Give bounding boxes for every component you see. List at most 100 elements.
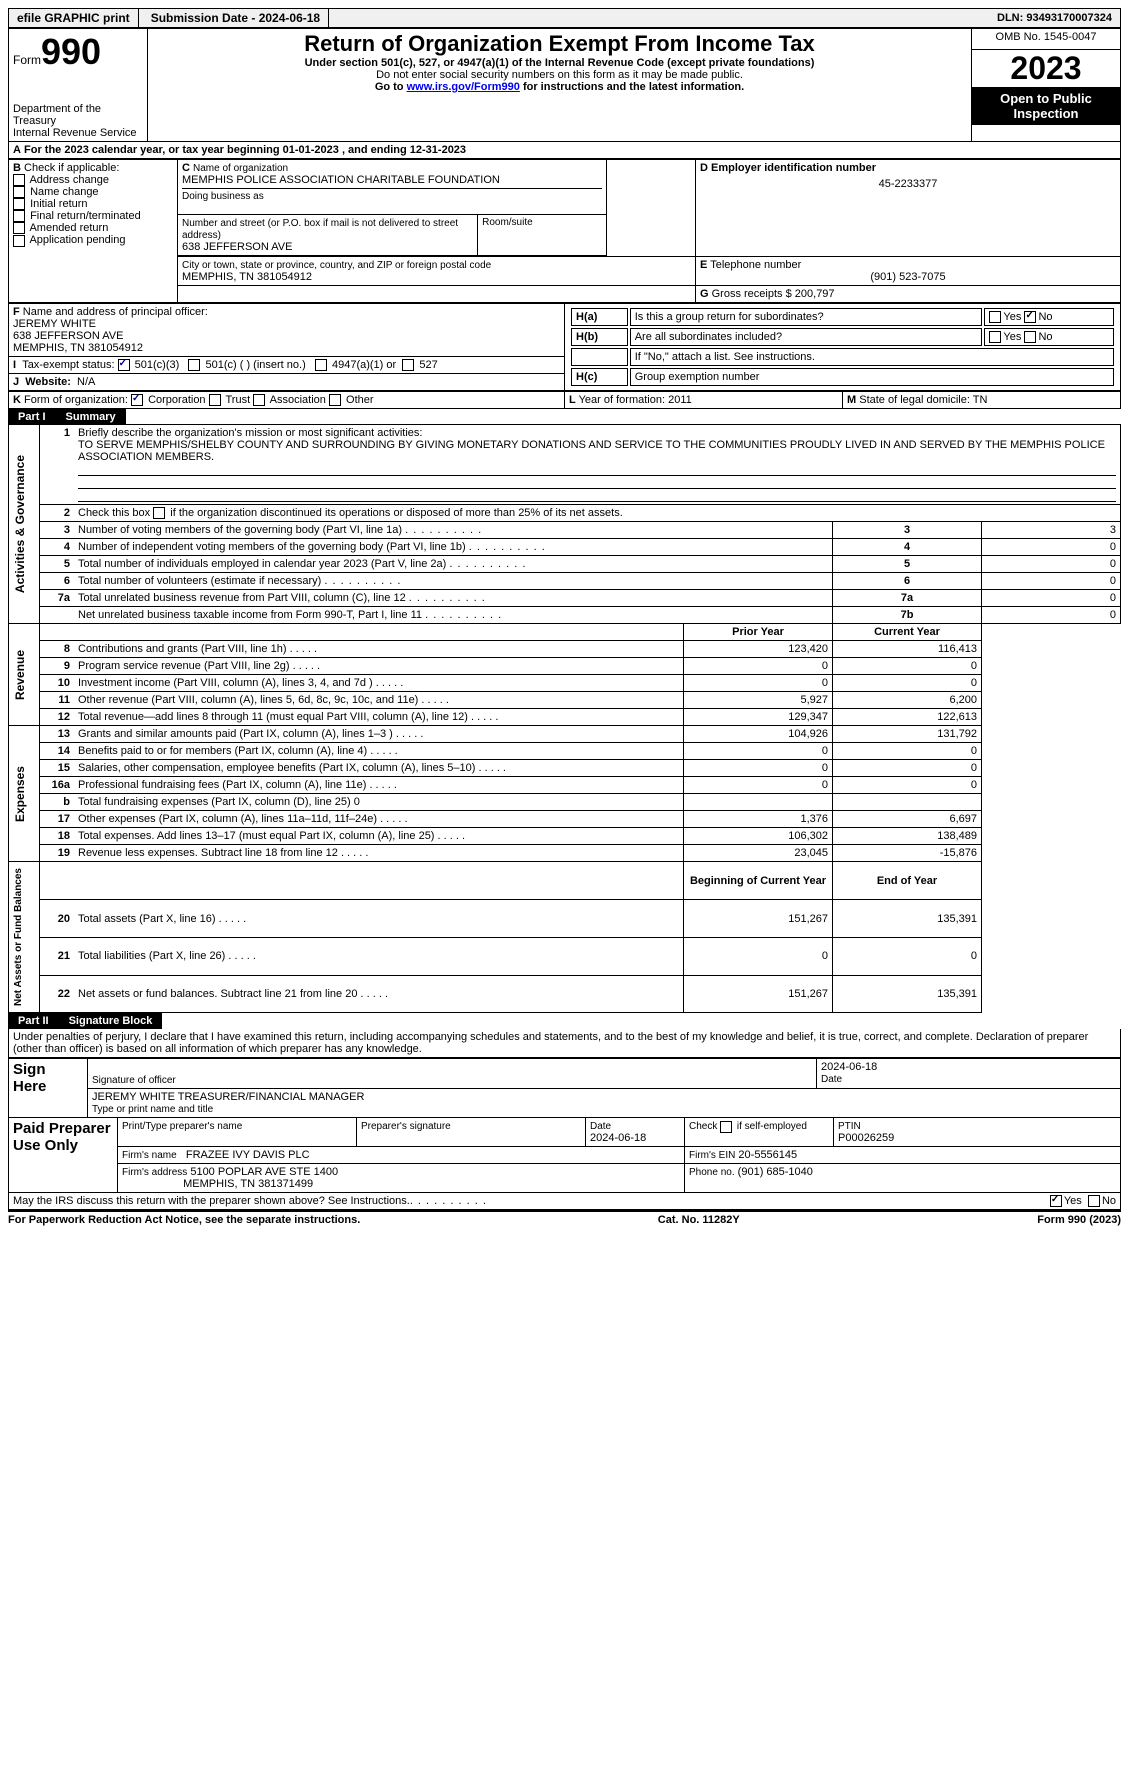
hb-yes-checkbox[interactable] xyxy=(989,331,1001,343)
firm-name: FRAZEE IVY DAVIS PLC xyxy=(186,1149,310,1161)
footer-left: For Paperwork Reduction Act Notice, see … xyxy=(8,1214,360,1226)
domicile: TN xyxy=(973,394,988,406)
tax-exempt-label: Tax-exempt status: xyxy=(22,359,114,371)
paid-preparer-label: Paid Preparer Use Only xyxy=(13,1120,111,1154)
form-number: 990 xyxy=(41,31,101,72)
discuss-no-checkbox[interactable] xyxy=(1088,1195,1100,1207)
website-label: Website: xyxy=(25,376,71,388)
footer-right: Form 990 (2023) xyxy=(1037,1214,1121,1226)
website-value: N/A xyxy=(77,376,95,388)
other-checkbox[interactable] xyxy=(329,394,341,406)
prep-date: 2024-06-18 xyxy=(590,1132,646,1144)
ha-no-checkbox[interactable] xyxy=(1024,311,1036,323)
goto-line: Go to www.irs.gov/Form990 for instructio… xyxy=(152,81,967,93)
street-value: 638 JEFFERSON AVE xyxy=(182,241,292,253)
phone-value: (901) 523-7075 xyxy=(700,271,1116,283)
officer-l3: MEMPHIS, TN 381054912 xyxy=(13,342,143,354)
ptin-value: P00026259 xyxy=(838,1132,894,1144)
submission-date-label: Submission Date - 2024-06-18 xyxy=(143,9,329,27)
footer-row: For Paperwork Reduction Act Notice, see … xyxy=(8,1210,1121,1228)
firm-name-label: Firm's name xyxy=(122,1150,177,1161)
corp-checkbox[interactable] xyxy=(131,394,143,406)
ein-label: Employer identification number xyxy=(711,162,876,174)
org-name-label: Name of organization xyxy=(193,163,288,174)
phone-label: Telephone number xyxy=(710,259,801,271)
501c3-checkbox[interactable] xyxy=(118,359,130,371)
type-print-label: Type or print name and title xyxy=(92,1104,213,1115)
discuss-text: May the IRS discuss this return with the… xyxy=(13,1195,410,1207)
officer-l1: JEREMY WHITE xyxy=(13,318,96,330)
self-employed-checkbox[interactable] xyxy=(720,1121,732,1133)
hb-note: If "No," attach a list. See instructions… xyxy=(630,348,1114,366)
hb-question: Are all subordinates included? xyxy=(630,328,983,346)
firm-addr1: 5100 POPLAR AVE STE 1400 xyxy=(190,1166,338,1178)
irs-link[interactable]: www.irs.gov/Form990 xyxy=(407,81,520,93)
omb-number: OMB No. 1545-0047 xyxy=(972,29,1121,50)
room-label: Room/suite xyxy=(478,215,606,256)
officer-l2: 638 JEFFERSON AVE xyxy=(13,330,123,342)
form-title: Return of Organization Exempt From Incom… xyxy=(152,31,967,57)
gross-label: Gross receipts $ xyxy=(712,288,792,300)
part1-header: Part I Summary xyxy=(8,409,1121,425)
form-header: Form990 Department of the Treasury Inter… xyxy=(8,28,1121,142)
final-return-checkbox[interactable] xyxy=(13,210,25,222)
city-value: MEMPHIS, TN 381054912 xyxy=(182,271,312,283)
firm-ein: 20-5556145 xyxy=(738,1149,797,1161)
527-checkbox[interactable] xyxy=(402,359,414,371)
firm-ein-label: Firm's EIN xyxy=(689,1150,735,1161)
501c-checkbox[interactable] xyxy=(188,359,200,371)
prep-sig-label: Preparer's signature xyxy=(361,1121,451,1132)
part2-header: Part II Signature Block xyxy=(8,1013,1121,1029)
prep-date-label: Date xyxy=(590,1121,611,1132)
address-change-checkbox[interactable] xyxy=(13,174,25,186)
tax-year: 2023 xyxy=(972,50,1120,87)
discuss-yes-checkbox[interactable] xyxy=(1050,1195,1062,1207)
firm-phone: (901) 685-1040 xyxy=(738,1166,813,1178)
application-pending-checkbox[interactable] xyxy=(13,235,25,247)
hc-label: Group exemption number xyxy=(630,368,1114,386)
perjury-text: Under penalties of perjury, I declare th… xyxy=(8,1029,1121,1058)
dept-label: Department of the Treasury xyxy=(13,103,143,127)
top-bar: efile GRAPHIC print Submission Date - 20… xyxy=(8,8,1121,28)
identity-section: B Check if applicable: Address change Na… xyxy=(8,159,1121,303)
hb-no-checkbox[interactable] xyxy=(1024,331,1036,343)
firm-phone-label: Phone no. xyxy=(689,1167,735,1178)
footer-mid: Cat. No. 11282Y xyxy=(658,1214,740,1226)
box-b-label: Check if applicable: xyxy=(24,162,119,174)
amended-return-checkbox[interactable] xyxy=(13,222,25,234)
name-change-checkbox[interactable] xyxy=(13,186,25,198)
org-name: MEMPHIS POLICE ASSOCIATION CHARITABLE FO… xyxy=(182,174,500,186)
assoc-checkbox[interactable] xyxy=(253,394,265,406)
ssn-warning: Do not enter social security numbers on … xyxy=(152,69,967,81)
sig-officer-label: Signature of officer xyxy=(92,1075,812,1086)
open-inspection: Open to Public Inspection xyxy=(972,87,1120,125)
sign-date-label: Date xyxy=(821,1074,842,1085)
klm-row: K Form of organization: Corporation Trus… xyxy=(8,391,1121,409)
year-formation: 2011 xyxy=(668,394,692,406)
domicile-label: State of legal domicile: xyxy=(859,394,970,406)
city-label: City or town, state or province, country… xyxy=(182,260,491,271)
form-subtitle: Under section 501(c), 527, or 4947(a)(1)… xyxy=(152,57,967,69)
efile-print-label[interactable]: efile GRAPHIC print xyxy=(9,9,139,27)
form-org-label: Form of organization: xyxy=(24,394,128,406)
signature-table: Sign Here Signature of officer 2024-06-1… xyxy=(8,1058,1121,1118)
ha-question: Is this a group return for subordinates? xyxy=(630,308,983,326)
discuss-row: May the IRS discuss this return with the… xyxy=(8,1193,1121,1210)
summary-body: Activities & Governance1Briefly describe… xyxy=(8,424,1121,1013)
sign-date: 2024-06-18 xyxy=(821,1061,877,1073)
print-name-label: Print/Type preparer's name xyxy=(122,1121,242,1132)
firm-addr2: MEMPHIS, TN 381371499 xyxy=(183,1178,313,1190)
trust-checkbox[interactable] xyxy=(209,394,221,406)
4947-checkbox[interactable] xyxy=(315,359,327,371)
officer-label: Name and address of principal officer: xyxy=(23,306,208,318)
form-prefix: Form xyxy=(13,53,41,67)
ha-yes-checkbox[interactable] xyxy=(989,311,1001,323)
tax-period-line: A For the 2023 calendar year, or tax yea… xyxy=(8,142,1121,159)
irs-label: Internal Revenue Service xyxy=(13,127,143,139)
initial-return-checkbox[interactable] xyxy=(13,198,25,210)
paid-preparer-table: Paid Preparer Use Only Print/Type prepar… xyxy=(8,1117,1121,1193)
ptin-label: PTIN xyxy=(838,1121,861,1132)
officer-section: F Name and address of principal officer:… xyxy=(8,303,1121,391)
street-label: Number and street (or P.O. box if mail i… xyxy=(182,218,458,241)
sign-here-label: Sign Here xyxy=(13,1061,46,1095)
